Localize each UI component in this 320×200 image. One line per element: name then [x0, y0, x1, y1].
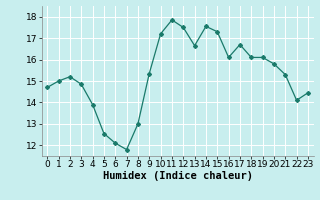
X-axis label: Humidex (Indice chaleur): Humidex (Indice chaleur): [103, 171, 252, 181]
